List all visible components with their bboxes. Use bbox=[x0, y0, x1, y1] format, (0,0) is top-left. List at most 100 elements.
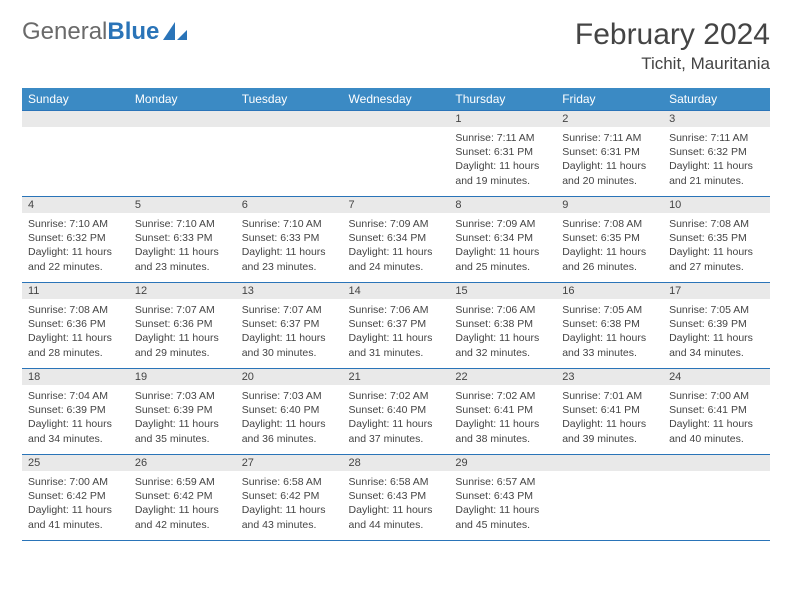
day-number: 25 bbox=[22, 455, 129, 471]
day-number: 29 bbox=[449, 455, 556, 471]
calendar-cell: 3Sunrise: 7:11 AMSunset: 6:32 PMDaylight… bbox=[663, 111, 770, 197]
calendar-cell: 26Sunrise: 6:59 AMSunset: 6:42 PMDayligh… bbox=[129, 455, 236, 541]
day-details: Sunrise: 6:58 AMSunset: 6:42 PMDaylight:… bbox=[236, 471, 343, 534]
calendar-cell: 28Sunrise: 6:58 AMSunset: 6:43 PMDayligh… bbox=[343, 455, 450, 541]
daylight-line: Daylight: 11 hours and 44 minutes. bbox=[349, 503, 444, 531]
calendar-week-row: 25Sunrise: 7:00 AMSunset: 6:42 PMDayligh… bbox=[22, 455, 770, 541]
sunset-line: Sunset: 6:38 PM bbox=[455, 317, 550, 331]
day-details: Sunrise: 7:07 AMSunset: 6:36 PMDaylight:… bbox=[129, 299, 236, 362]
daylight-line: Daylight: 11 hours and 35 minutes. bbox=[135, 417, 230, 445]
sunrise-line: Sunrise: 7:09 AM bbox=[455, 217, 550, 231]
sunset-line: Sunset: 6:34 PM bbox=[455, 231, 550, 245]
calendar-cell bbox=[129, 111, 236, 197]
sunrise-line: Sunrise: 7:11 AM bbox=[562, 131, 657, 145]
sunset-line: Sunset: 6:36 PM bbox=[135, 317, 230, 331]
day-number bbox=[343, 111, 450, 127]
calendar-cell bbox=[663, 455, 770, 541]
day-details: Sunrise: 7:10 AMSunset: 6:32 PMDaylight:… bbox=[22, 213, 129, 276]
day-details: Sunrise: 6:58 AMSunset: 6:43 PMDaylight:… bbox=[343, 471, 450, 534]
calendar-body: 1Sunrise: 7:11 AMSunset: 6:31 PMDaylight… bbox=[22, 111, 770, 541]
sunset-line: Sunset: 6:35 PM bbox=[669, 231, 764, 245]
sunset-line: Sunset: 6:40 PM bbox=[242, 403, 337, 417]
day-details: Sunrise: 7:05 AMSunset: 6:39 PMDaylight:… bbox=[663, 299, 770, 362]
daylight-line: Daylight: 11 hours and 39 minutes. bbox=[562, 417, 657, 445]
sunset-line: Sunset: 6:39 PM bbox=[28, 403, 123, 417]
day-header: Wednesday bbox=[343, 88, 450, 111]
calendar-cell: 10Sunrise: 7:08 AMSunset: 6:35 PMDayligh… bbox=[663, 197, 770, 283]
calendar-cell: 21Sunrise: 7:02 AMSunset: 6:40 PMDayligh… bbox=[343, 369, 450, 455]
sunrise-line: Sunrise: 7:11 AM bbox=[455, 131, 550, 145]
day-details: Sunrise: 7:02 AMSunset: 6:40 PMDaylight:… bbox=[343, 385, 450, 448]
calendar-cell: 12Sunrise: 7:07 AMSunset: 6:36 PMDayligh… bbox=[129, 283, 236, 369]
day-number bbox=[556, 455, 663, 471]
day-details: Sunrise: 6:57 AMSunset: 6:43 PMDaylight:… bbox=[449, 471, 556, 534]
daylight-line: Daylight: 11 hours and 42 minutes. bbox=[135, 503, 230, 531]
calendar-cell: 7Sunrise: 7:09 AMSunset: 6:34 PMDaylight… bbox=[343, 197, 450, 283]
sunrise-line: Sunrise: 7:09 AM bbox=[349, 217, 444, 231]
sunrise-line: Sunrise: 7:05 AM bbox=[669, 303, 764, 317]
daylight-line: Daylight: 11 hours and 34 minutes. bbox=[669, 331, 764, 359]
sunrise-line: Sunrise: 7:05 AM bbox=[562, 303, 657, 317]
day-details: Sunrise: 7:03 AMSunset: 6:40 PMDaylight:… bbox=[236, 385, 343, 448]
sunset-line: Sunset: 6:33 PM bbox=[242, 231, 337, 245]
day-number: 15 bbox=[449, 283, 556, 299]
daylight-line: Daylight: 11 hours and 36 minutes. bbox=[242, 417, 337, 445]
sunset-line: Sunset: 6:42 PM bbox=[135, 489, 230, 503]
calendar-cell: 6Sunrise: 7:10 AMSunset: 6:33 PMDaylight… bbox=[236, 197, 343, 283]
daylight-line: Daylight: 11 hours and 20 minutes. bbox=[562, 159, 657, 187]
day-details: Sunrise: 7:01 AMSunset: 6:41 PMDaylight:… bbox=[556, 385, 663, 448]
sunset-line: Sunset: 6:31 PM bbox=[562, 145, 657, 159]
daylight-line: Daylight: 11 hours and 38 minutes. bbox=[455, 417, 550, 445]
day-details: Sunrise: 7:06 AMSunset: 6:38 PMDaylight:… bbox=[449, 299, 556, 362]
calendar-week-row: 4Sunrise: 7:10 AMSunset: 6:32 PMDaylight… bbox=[22, 197, 770, 283]
day-details: Sunrise: 7:09 AMSunset: 6:34 PMDaylight:… bbox=[343, 213, 450, 276]
day-details: Sunrise: 7:03 AMSunset: 6:39 PMDaylight:… bbox=[129, 385, 236, 448]
calendar-cell bbox=[556, 455, 663, 541]
calendar-cell: 17Sunrise: 7:05 AMSunset: 6:39 PMDayligh… bbox=[663, 283, 770, 369]
days-of-week-row: SundayMondayTuesdayWednesdayThursdayFrid… bbox=[22, 88, 770, 111]
sunset-line: Sunset: 6:39 PM bbox=[135, 403, 230, 417]
day-number: 14 bbox=[343, 283, 450, 299]
day-details: Sunrise: 7:10 AMSunset: 6:33 PMDaylight:… bbox=[236, 213, 343, 276]
calendar-cell: 8Sunrise: 7:09 AMSunset: 6:34 PMDaylight… bbox=[449, 197, 556, 283]
day-details: Sunrise: 7:05 AMSunset: 6:38 PMDaylight:… bbox=[556, 299, 663, 362]
day-header: Monday bbox=[129, 88, 236, 111]
calendar-week-row: 11Sunrise: 7:08 AMSunset: 6:36 PMDayligh… bbox=[22, 283, 770, 369]
brand-part2: Blue bbox=[107, 18, 159, 46]
day-number bbox=[129, 111, 236, 127]
day-details: Sunrise: 6:59 AMSunset: 6:42 PMDaylight:… bbox=[129, 471, 236, 534]
logo-sail-icon bbox=[163, 22, 189, 42]
day-number: 4 bbox=[22, 197, 129, 213]
sunrise-line: Sunrise: 7:00 AM bbox=[669, 389, 764, 403]
daylight-line: Daylight: 11 hours and 23 minutes. bbox=[242, 245, 337, 273]
sunrise-line: Sunrise: 7:02 AM bbox=[349, 389, 444, 403]
sunrise-line: Sunrise: 6:57 AM bbox=[455, 475, 550, 489]
sunset-line: Sunset: 6:32 PM bbox=[28, 231, 123, 245]
daylight-line: Daylight: 11 hours and 28 minutes. bbox=[28, 331, 123, 359]
sunrise-line: Sunrise: 7:07 AM bbox=[242, 303, 337, 317]
title-block: February 2024 Tichit, Mauritania bbox=[575, 18, 770, 74]
daylight-line: Daylight: 11 hours and 30 minutes. bbox=[242, 331, 337, 359]
daylight-line: Daylight: 11 hours and 37 minutes. bbox=[349, 417, 444, 445]
day-number: 19 bbox=[129, 369, 236, 385]
brand-part1: General bbox=[22, 18, 107, 46]
sunset-line: Sunset: 6:41 PM bbox=[562, 403, 657, 417]
calendar-cell: 29Sunrise: 6:57 AMSunset: 6:43 PMDayligh… bbox=[449, 455, 556, 541]
daylight-line: Daylight: 11 hours and 25 minutes. bbox=[455, 245, 550, 273]
calendar-cell: 22Sunrise: 7:02 AMSunset: 6:41 PMDayligh… bbox=[449, 369, 556, 455]
daylight-line: Daylight: 11 hours and 29 minutes. bbox=[135, 331, 230, 359]
sunset-line: Sunset: 6:35 PM bbox=[562, 231, 657, 245]
sunrise-line: Sunrise: 7:08 AM bbox=[562, 217, 657, 231]
day-header: Sunday bbox=[22, 88, 129, 111]
calendar-cell: 14Sunrise: 7:06 AMSunset: 6:37 PMDayligh… bbox=[343, 283, 450, 369]
day-number: 23 bbox=[556, 369, 663, 385]
calendar-cell: 25Sunrise: 7:00 AMSunset: 6:42 PMDayligh… bbox=[22, 455, 129, 541]
sunset-line: Sunset: 6:38 PM bbox=[562, 317, 657, 331]
calendar-cell: 18Sunrise: 7:04 AMSunset: 6:39 PMDayligh… bbox=[22, 369, 129, 455]
day-number bbox=[236, 111, 343, 127]
day-number: 5 bbox=[129, 197, 236, 213]
day-details: Sunrise: 7:08 AMSunset: 6:35 PMDaylight:… bbox=[663, 213, 770, 276]
daylight-line: Daylight: 11 hours and 23 minutes. bbox=[135, 245, 230, 273]
calendar-cell: 4Sunrise: 7:10 AMSunset: 6:32 PMDaylight… bbox=[22, 197, 129, 283]
title-location: Tichit, Mauritania bbox=[575, 54, 770, 74]
